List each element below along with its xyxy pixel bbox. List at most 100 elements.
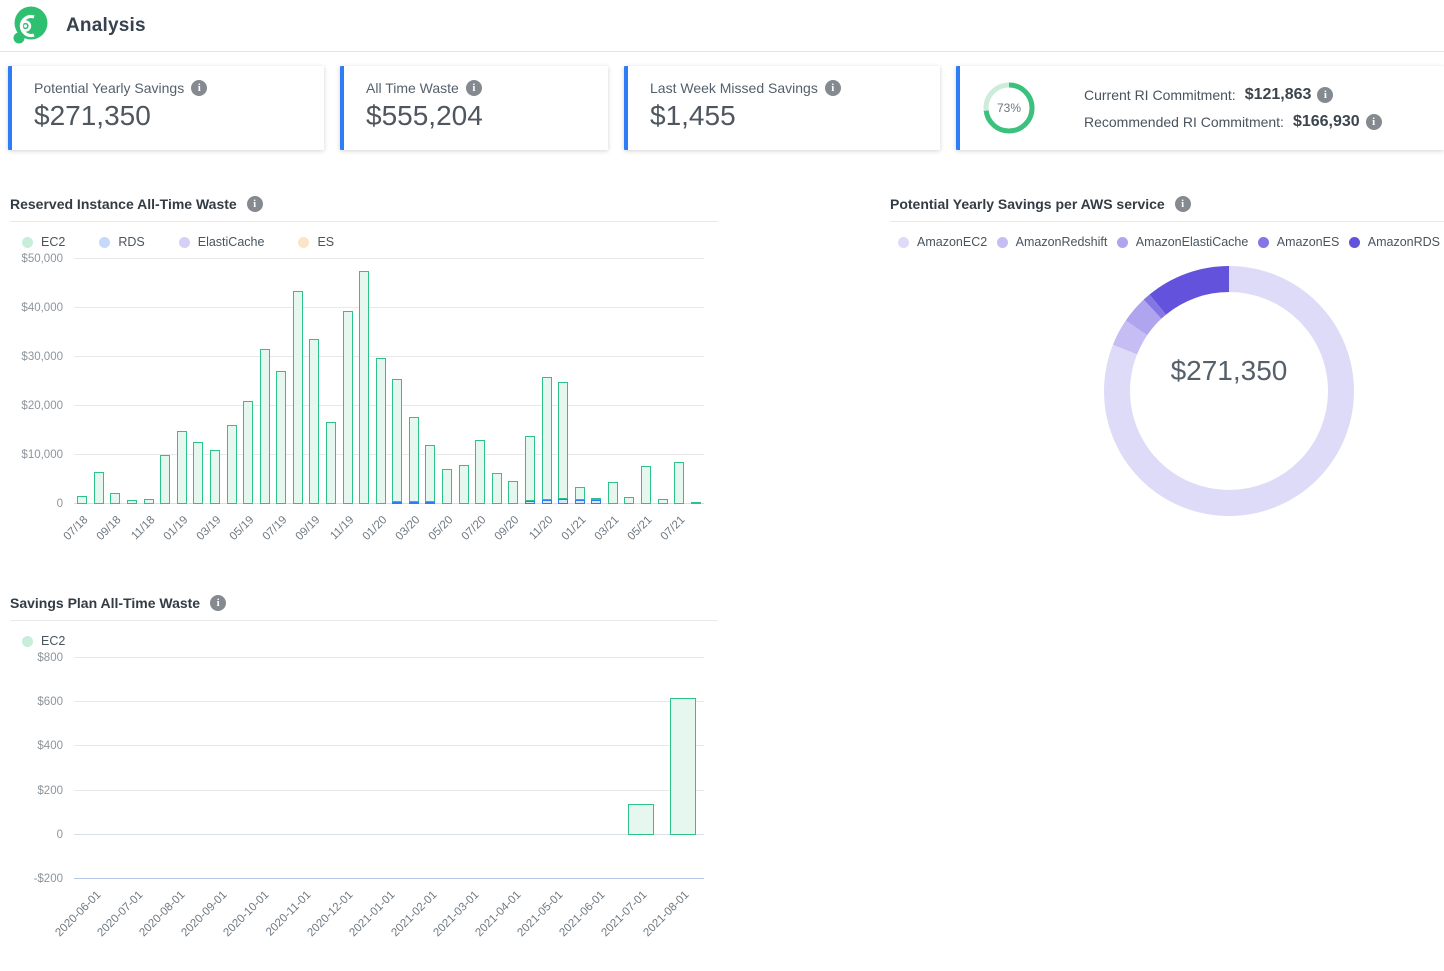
- ri-commitment-gauge: 73%: [982, 81, 1036, 135]
- y-axis-tick: $40,000: [21, 302, 63, 314]
- gridline: [74, 745, 704, 747]
- info-icon[interactable]: i: [1174, 196, 1191, 212]
- legend-dot-icon: [22, 635, 33, 647]
- legend-item-AmazonRDS[interactable]: AmazonRDS: [1348, 235, 1440, 249]
- donut-center-total: $271,350: [1170, 354, 1288, 386]
- bar-04/19: [226, 425, 237, 504]
- bar-09/18: [110, 493, 121, 504]
- bar-10/18: [127, 500, 138, 504]
- bar-segment-RDS: [408, 502, 419, 504]
- chart-title: Savings Plan All-Time Waste: [10, 595, 201, 611]
- legend-label: AmazonEC2: [917, 235, 988, 249]
- info-icon[interactable]: i: [824, 80, 841, 96]
- legend-item-RDS[interactable]: RDS: [99, 235, 145, 249]
- bar-07/18: [77, 496, 88, 504]
- x-axis-tick: 03/21: [592, 514, 622, 543]
- donut-chart-legend: AmazonEC2 AmazonRedshift AmazonElastiCache…: [898, 235, 1440, 249]
- bar-09/19: [309, 339, 320, 504]
- card-label: Potential Yearly Savings: [34, 80, 185, 96]
- x-axis-tick: 01/21: [559, 514, 589, 543]
- app-header: Analysis: [0, 0, 1444, 52]
- ri-chart-legend: EC2 RDS ElastiCache ES: [22, 235, 718, 249]
- sp-waste-bar-chart: -$200 0 $200 $400 $600 $800 2020-06-01 2020-07-…: [34, 652, 704, 939]
- bar-10/20: [524, 435, 535, 504]
- bar-02/20: [392, 378, 403, 504]
- info-icon[interactable]: i: [246, 196, 263, 212]
- legend-label: AmazonES: [1276, 235, 1340, 249]
- info-icon[interactable]: i: [1365, 113, 1382, 130]
- x-axis-tick: 05/21: [625, 514, 655, 543]
- bar-segment-RDS: [558, 499, 569, 504]
- bar-segment-EC2: [670, 697, 696, 835]
- sp-chart-legend: EC2: [22, 634, 718, 648]
- y-axis-tick: $10,000: [21, 449, 63, 461]
- bar-segment-EC2: [259, 348, 270, 504]
- bar-segment-EC2: [574, 486, 585, 501]
- gridline: [74, 701, 704, 703]
- bar-03/21: [607, 482, 618, 504]
- bar-segment-EC2: [442, 468, 453, 504]
- bar-09/20: [508, 480, 519, 504]
- legend-item-EC2[interactable]: EC2: [22, 634, 65, 648]
- x-axis-tick: 09/19: [294, 514, 323, 543]
- bar-segment-EC2: [657, 499, 668, 504]
- gridline: [74, 657, 704, 658]
- donut-segment-AmazonRDS: [1104, 266, 1354, 516]
- legend-item-ES[interactable]: ES: [298, 235, 334, 249]
- card-all-time-waste: All Time Waste i $555,204: [340, 66, 608, 150]
- legend-item-AmazonEC2[interactable]: AmazonEC2: [898, 235, 987, 249]
- bar-07/21: [674, 461, 685, 504]
- card-label: All Time Waste: [366, 80, 459, 96]
- legend-dot-icon: [298, 236, 310, 248]
- bar-08/20: [491, 473, 502, 504]
- y-axis-tick: $50,000: [21, 253, 63, 265]
- savings-donut-chart: $271,350: [1099, 261, 1359, 521]
- bar-segment-EC2: [292, 291, 303, 504]
- bar-04/21: [624, 496, 635, 504]
- legend-item-AmazonElastiCache[interactable]: AmazonElastiCache: [1116, 235, 1248, 249]
- bar-segment-EC2: [425, 445, 436, 502]
- info-icon[interactable]: i: [465, 80, 482, 96]
- x-axis-tick: 07/18: [61, 514, 91, 543]
- y-axis-tick: $400: [37, 740, 63, 753]
- info-icon[interactable]: i: [210, 595, 227, 611]
- bar-11/20: [541, 377, 552, 504]
- bar-segment-EC2: [690, 502, 701, 504]
- bar-segment-EC2: [558, 382, 569, 500]
- y-axis-tick: $20,000: [21, 400, 63, 412]
- bar-segment-EC2: [458, 465, 469, 504]
- bar-08/19: [292, 291, 303, 504]
- card-last-week-missed-savings: Last Week Missed Savings i $1,455: [624, 66, 940, 150]
- bar-10/19: [325, 422, 336, 504]
- legend-label: RDS: [118, 235, 145, 249]
- info-icon[interactable]: i: [1317, 86, 1334, 103]
- y-axis-tick: $30,000: [21, 351, 63, 363]
- card-value: $555,204: [366, 100, 483, 131]
- legend-item-ElastiCache[interactable]: ElastiCache: [178, 235, 264, 249]
- bar-11/19: [342, 311, 353, 504]
- card-label: Last Week Missed Savings: [650, 80, 818, 96]
- bar-05/21: [640, 465, 651, 504]
- bar-12/18: [160, 455, 171, 504]
- bar-segment-RDS: [425, 502, 436, 504]
- legend-item-AmazonES[interactable]: AmazonES: [1257, 235, 1340, 249]
- gridline: [74, 258, 704, 259]
- gridline: [74, 356, 704, 357]
- legend-item-AmazonRedshift[interactable]: AmazonRedshift: [996, 235, 1107, 249]
- info-icon[interactable]: i: [191, 80, 208, 96]
- bar-segment-EC2: [276, 371, 287, 504]
- bar-segment-EC2: [674, 461, 685, 504]
- bar-segment-EC2: [77, 496, 88, 504]
- card-value: $271,350: [34, 100, 151, 131]
- legend-dot-icon: [22, 236, 33, 248]
- bar-segment-EC2: [607, 482, 618, 504]
- bar-segment-EC2: [143, 498, 154, 504]
- bar-segment-EC2: [628, 803, 654, 835]
- current-ri-commitment-row: Current RI Commitment: $121,863 i: [1084, 86, 1382, 104]
- bar-segment-EC2: [508, 480, 519, 504]
- gridline: [74, 307, 704, 308]
- x-axis-tick: 09/20: [492, 514, 522, 543]
- bar-segment-EC2: [243, 401, 254, 504]
- legend-item-EC2[interactable]: EC2: [22, 235, 65, 249]
- bar-segment-EC2: [359, 271, 370, 504]
